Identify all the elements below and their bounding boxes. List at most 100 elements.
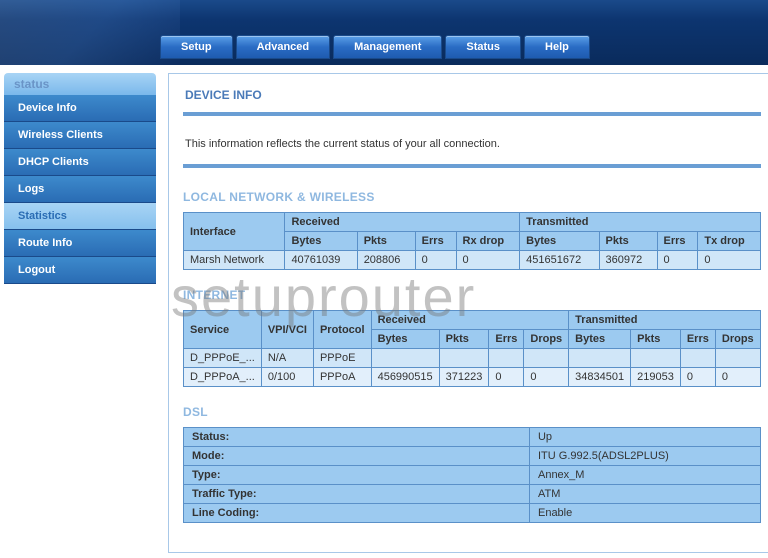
dsl-val-mode: ITU G.992.5(ADSL2PLUS) <box>529 447 760 466</box>
cell-rx-errs: 0 <box>415 251 456 270</box>
cell-rx-drops <box>524 349 569 368</box>
dsl-key-line-coding: Line Coding: <box>184 504 530 523</box>
col-interface: Interface <box>184 213 285 251</box>
table-row: Mode: ITU G.992.5(ADSL2PLUS) <box>184 447 761 466</box>
col-transmitted: Transmitted <box>569 311 760 330</box>
cell-rx-pkts: 208806 <box>357 251 415 270</box>
table-row: Line Coding: Enable <box>184 504 761 523</box>
tab-management[interactable]: Management <box>333 35 442 59</box>
col-bytes: Bytes <box>520 232 599 251</box>
table-row: D_PPPoA_... 0/100 PPPoA 456990515 371223… <box>184 368 761 387</box>
cell-rx-errs <box>489 349 524 368</box>
cell-protocol: PPPoE <box>313 349 371 368</box>
col-received: Received <box>371 311 569 330</box>
cell-vpivci: N/A <box>261 349 313 368</box>
cell-tx-drops: 0 <box>715 368 760 387</box>
section-title-internet: INTERNET <box>183 282 761 310</box>
col-errs: Errs <box>680 330 715 349</box>
sidebar-item-wireless-clients[interactable]: Wireless Clients <box>4 122 156 149</box>
cell-tx-pkts: 219053 <box>631 368 681 387</box>
dsl-key-type: Type: <box>184 466 530 485</box>
col-drops: Drops <box>524 330 569 349</box>
cell-rx-bytes <box>371 349 439 368</box>
section-title-dsl: DSL <box>183 399 761 427</box>
cell-rx-pkts: 371223 <box>439 368 489 387</box>
section-title-local: LOCAL NETWORK & WIRELESS <box>183 184 761 212</box>
cell-tx-errs: 0 <box>680 368 715 387</box>
col-txdrop: Tx drop <box>698 232 760 251</box>
table-row: D_PPPoE_... N/A PPPoE <box>184 349 761 368</box>
cell-tx-bytes: 451651672 <box>520 251 599 270</box>
table-row: Status: Up <box>184 428 761 447</box>
cell-service: D_PPPoA_... <box>184 368 262 387</box>
col-vpivci: VPI/VCI <box>261 311 313 349</box>
tab-setup[interactable]: Setup <box>160 35 233 59</box>
banner-pattern <box>0 0 180 65</box>
cell-service: D_PPPoE_... <box>184 349 262 368</box>
sidebar-item-dhcp-clients[interactable]: DHCP Clients <box>4 149 156 176</box>
col-protocol: Protocol <box>313 311 371 349</box>
sidebar-heading: status <box>4 73 156 95</box>
cell-rx-errs: 0 <box>489 368 524 387</box>
tab-advanced[interactable]: Advanced <box>236 35 331 59</box>
table-row: Marsh Network 40761039 208806 0 0 451651… <box>184 251 761 270</box>
cell-tx-errs: 0 <box>657 251 698 270</box>
sidebar: status Device Info Wireless Clients DHCP… <box>4 73 156 553</box>
col-transmitted: Transmitted <box>520 213 760 232</box>
sidebar-item-logs[interactable]: Logs <box>4 176 156 203</box>
sidebar-item-statistics[interactable]: Statistics <box>4 203 156 230</box>
cell-rx-pkts <box>439 349 489 368</box>
dsl-key-mode: Mode: <box>184 447 530 466</box>
col-service: Service <box>184 311 262 349</box>
cell-rx-bytes: 456990515 <box>371 368 439 387</box>
dsl-val-status: Up <box>529 428 760 447</box>
divider <box>183 164 761 168</box>
col-pkts: Pkts <box>631 330 681 349</box>
col-errs: Errs <box>489 330 524 349</box>
col-bytes: Bytes <box>371 330 439 349</box>
cell-vpivci: 0/100 <box>261 368 313 387</box>
cell-protocol: PPPoA <box>313 368 371 387</box>
page-title: DEVICE INFO <box>183 82 761 112</box>
cell-tx-pkts <box>631 349 681 368</box>
col-pkts: Pkts <box>599 232 657 251</box>
tab-help[interactable]: Help <box>524 35 590 59</box>
sidebar-item-logout[interactable]: Logout <box>4 257 156 284</box>
col-received: Received <box>285 213 520 232</box>
top-navigation: Setup Advanced Management Status Help <box>160 35 590 59</box>
dsl-val-line-coding: Enable <box>529 504 760 523</box>
cell-tx-drops <box>715 349 760 368</box>
header-banner: Setup Advanced Management Status Help <box>0 0 768 65</box>
dsl-key-traffic-type: Traffic Type: <box>184 485 530 504</box>
cell-rx-drops: 0 <box>524 368 569 387</box>
col-drops: Drops <box>715 330 760 349</box>
internet-table: Service VPI/VCI Protocol Received Transm… <box>183 310 761 387</box>
cell-rx-bytes: 40761039 <box>285 251 357 270</box>
cell-tx-errs <box>680 349 715 368</box>
cell-rx-drop: 0 <box>456 251 520 270</box>
cell-tx-bytes: 34834501 <box>569 368 631 387</box>
page-description: This information reflects the current st… <box>183 132 761 164</box>
cell-tx-bytes <box>569 349 631 368</box>
col-bytes: Bytes <box>569 330 631 349</box>
col-pkts: Pkts <box>439 330 489 349</box>
divider <box>183 112 761 116</box>
dsl-val-type: Annex_M <box>529 466 760 485</box>
col-errs: Errs <box>657 232 698 251</box>
col-rxdrop: Rx drop <box>456 232 520 251</box>
col-errs: Errs <box>415 232 456 251</box>
tab-status[interactable]: Status <box>445 35 521 59</box>
sidebar-item-device-info[interactable]: Device Info <box>4 95 156 122</box>
main-panel: setuprouter DEVICE INFO This information… <box>168 73 768 553</box>
col-bytes: Bytes <box>285 232 357 251</box>
cell-tx-pkts: 360972 <box>599 251 657 270</box>
table-row: Type: Annex_M <box>184 466 761 485</box>
dsl-val-traffic-type: ATM <box>529 485 760 504</box>
cell-interface: Marsh Network <box>184 251 285 270</box>
dsl-table: Status: Up Mode: ITU G.992.5(ADSL2PLUS) … <box>183 427 761 523</box>
sidebar-item-route-info[interactable]: Route Info <box>4 230 156 257</box>
cell-tx-drop: 0 <box>698 251 760 270</box>
dsl-key-status: Status: <box>184 428 530 447</box>
local-network-table: Interface Received Transmitted Bytes Pkt… <box>183 212 761 270</box>
table-row: Traffic Type: ATM <box>184 485 761 504</box>
